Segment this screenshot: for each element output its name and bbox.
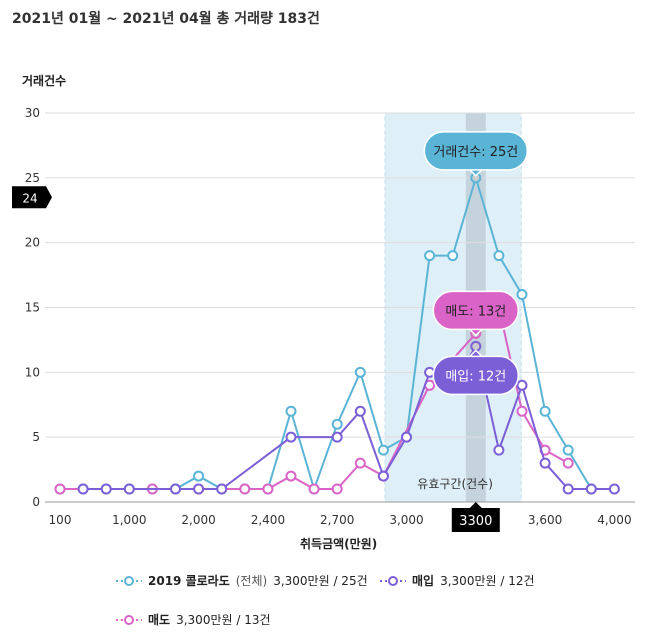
data-point[interactable] xyxy=(424,250,436,262)
legend-item-total[interactable]: 2019 콜로라도 (전체) 3,300만원 / 25건 xyxy=(116,572,368,589)
data-point[interactable] xyxy=(608,483,620,495)
data-point[interactable] xyxy=(516,379,528,391)
data-point[interactable] xyxy=(193,483,205,495)
data-point[interactable] xyxy=(377,444,389,456)
y-tick-label: 25 xyxy=(25,171,40,185)
x-tick-label: 1,000 xyxy=(112,513,146,527)
tooltip: 매도: 13건 xyxy=(432,290,519,337)
tooltip: 매입: 12건 xyxy=(432,349,519,396)
x-tick-label: 100 xyxy=(49,513,72,527)
data-point[interactable] xyxy=(331,418,343,430)
legend-label: 매입 xyxy=(412,574,435,588)
y-tick-label: 5 xyxy=(32,430,40,444)
data-point[interactable] xyxy=(285,405,297,417)
data-point[interactable] xyxy=(516,289,528,301)
x-tick-label: 4,000 xyxy=(597,513,631,527)
tooltip: 거래건수: 25건 xyxy=(423,131,528,177)
data-point[interactable] xyxy=(354,457,366,469)
data-point[interactable] xyxy=(285,470,297,482)
y-tick-label: 20 xyxy=(25,236,40,250)
x-tick-label: 2,700 xyxy=(320,513,354,527)
data-point[interactable] xyxy=(401,431,412,443)
data-point[interactable] xyxy=(262,483,274,495)
series-line xyxy=(83,343,615,491)
data-point[interactable] xyxy=(170,483,181,495)
data-point[interactable] xyxy=(239,483,251,495)
tooltip-bubble xyxy=(432,349,519,396)
data-point[interactable] xyxy=(562,483,574,495)
y-tick-label: 10 xyxy=(25,365,40,379)
data-point[interactable] xyxy=(354,405,366,417)
legend-summary: 3,300만원 / 13건 xyxy=(176,613,271,627)
data-point[interactable] xyxy=(193,470,205,482)
y-marker-label: 24 xyxy=(22,191,37,205)
data-point[interactable] xyxy=(493,444,505,456)
data-point[interactable] xyxy=(447,250,459,262)
legend-label-suffix: (전체) xyxy=(235,574,268,588)
y-tick-label: 15 xyxy=(25,301,40,315)
tooltip-bubble xyxy=(432,290,519,337)
legend-marker-icon xyxy=(116,614,142,625)
data-point[interactable] xyxy=(216,483,228,495)
data-point[interactable] xyxy=(562,444,574,456)
data-point[interactable] xyxy=(54,483,66,495)
band-label: 유효구간(건수) xyxy=(417,477,493,491)
legend-label: 매도 xyxy=(148,613,171,627)
data-point[interactable] xyxy=(493,250,505,262)
x-axis-label: 취득금액(만원) xyxy=(300,537,378,551)
tooltip-text: 매도: 13건 xyxy=(445,304,506,319)
cursor-x-label: 3300 xyxy=(459,514,492,529)
x-tick-label: 3,600 xyxy=(528,513,562,527)
data-point[interactable] xyxy=(377,470,389,482)
data-point[interactable] xyxy=(331,431,343,443)
tooltip-bubble xyxy=(423,131,528,177)
legend-label: 2019 콜로라도 xyxy=(148,574,230,588)
y-value-marker xyxy=(12,186,52,209)
data-point[interactable] xyxy=(562,457,574,469)
tooltip-text: 거래건수: 25건 xyxy=(433,145,518,160)
data-point[interactable] xyxy=(123,483,135,495)
legend-marker-icon xyxy=(380,575,406,586)
data-point[interactable] xyxy=(77,483,89,495)
tooltip-text: 매입: 12건 xyxy=(445,369,506,384)
legend-marker-icon xyxy=(116,575,142,586)
x-tick-label: 3,000 xyxy=(389,513,423,527)
data-point[interactable] xyxy=(585,483,597,495)
y-tick-label: 30 xyxy=(25,106,40,120)
cursor-x-marker xyxy=(451,502,500,532)
legend-item-buy[interactable]: 매입 3,300만원 / 12건 xyxy=(380,572,535,589)
legend-item-sell[interactable]: 매도 3,300만원 / 13건 xyxy=(116,611,271,628)
data-point[interactable] xyxy=(516,405,528,417)
data-point[interactable] xyxy=(354,366,366,378)
data-point[interactable] xyxy=(308,483,320,495)
data-point[interactable] xyxy=(331,483,343,495)
data-point[interactable] xyxy=(285,431,297,443)
data-point[interactable] xyxy=(539,405,551,417)
legend-summary: 3,300만원 / 12건 xyxy=(440,574,535,588)
data-point[interactable] xyxy=(539,457,551,469)
y-axis-label: 거래건수 xyxy=(22,74,67,88)
legend-summary: 3,300만원 / 25건 xyxy=(273,574,368,588)
x-tick-label: 2,400 xyxy=(251,513,285,527)
x-tick-label: 2,000 xyxy=(181,513,215,527)
page-title: 2021년 01월 ~ 2021년 04월 총 거래량 183건 xyxy=(12,11,320,27)
y-tick-label: 0 xyxy=(32,495,40,509)
data-point[interactable] xyxy=(100,483,112,495)
